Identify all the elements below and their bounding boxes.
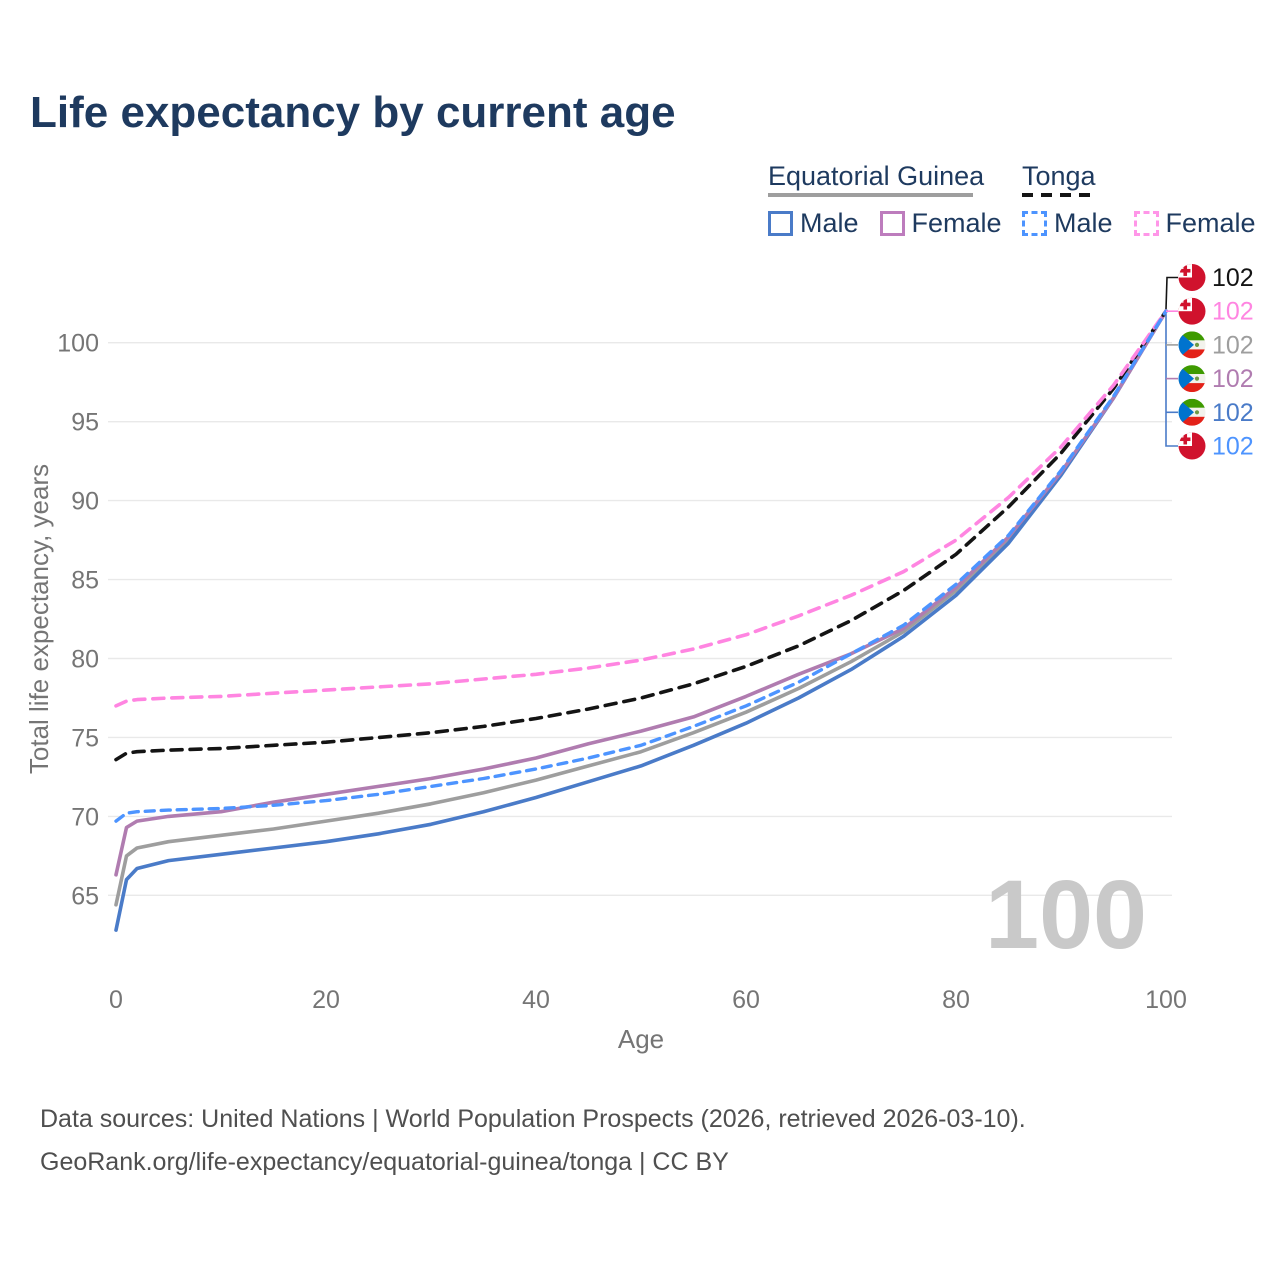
x-tick-label: 40: [522, 986, 550, 1014]
tonga-flag-icon: [1178, 264, 1206, 291]
x-axis-title: Age: [618, 1024, 664, 1054]
footer-data-sources: Data sources: United Nations | World Pop…: [40, 1105, 1026, 1133]
legend-group-equatorial-guinea: Equatorial Guinea Male Female: [768, 162, 1002, 239]
tonga-flag-icon: [1178, 432, 1206, 460]
legend-swatch-tonga-male[interactable]: [1022, 211, 1047, 236]
series-line-eg-male: [114, 309, 1168, 932]
page-title: Life expectancy by current age: [30, 88, 676, 137]
series-line-tonga-female: [114, 309, 1168, 708]
label-connector: [1165, 314, 1178, 447]
y-tick-label: 75: [71, 724, 99, 752]
equatorial-guinea-flag-icon: [1178, 331, 1206, 359]
label-connector: [1165, 276, 1178, 310]
equatorial-guinea-flag-icon: [1178, 398, 1206, 426]
end-value-label: 102: [1212, 399, 1254, 427]
y-tick-label: 80: [71, 646, 99, 674]
y-tick-label: 100: [57, 330, 99, 358]
legend-country-label[interactable]: Equatorial Guinea: [768, 161, 985, 191]
legend-item-label[interactable]: Female: [1165, 208, 1256, 238]
footer-attribution-link[interactable]: GeoRank.org/life-expectancy/equatorial-g…: [40, 1148, 729, 1176]
end-value-label: 102: [1212, 298, 1254, 326]
series-line-tonga-male: [114, 309, 1168, 823]
footer: Data sources: United Nations | World Pop…: [40, 1098, 1026, 1184]
y-tick-label: 70: [71, 803, 99, 831]
y-tick-label: 95: [71, 409, 99, 437]
legend-line-style-dashed: [1022, 193, 1092, 197]
x-tick-label: 80: [942, 986, 970, 1014]
y-tick-label: 85: [71, 567, 99, 595]
series-line-tonga-both: [114, 309, 1168, 762]
age-watermark: 100: [985, 860, 1147, 969]
series-line-eg-female: [114, 309, 1168, 877]
y-tick-label: 65: [71, 882, 99, 910]
end-value-label: 102: [1212, 331, 1254, 359]
end-value-label: 102: [1212, 433, 1254, 461]
y-axis-title: Total life expectancy, years: [24, 464, 54, 774]
equatorial-guinea-flag-icon: [1178, 365, 1206, 393]
legend-item-label[interactable]: Male: [1054, 208, 1113, 238]
x-tick-label: 60: [732, 986, 760, 1014]
x-tick-label: 20: [312, 986, 340, 1014]
legend-swatch-eg-female[interactable]: [879, 211, 905, 236]
tonga-flag-icon: [1178, 297, 1206, 325]
end-value-label: 102: [1212, 264, 1254, 292]
y-tick-label: 90: [71, 488, 99, 516]
x-tick-label: 0: [109, 986, 123, 1014]
legend-group-tonga: Tonga Male Female: [1022, 162, 1256, 239]
legend-country-label[interactable]: Tonga: [1022, 161, 1096, 191]
legend-item-label[interactable]: Female: [911, 208, 1002, 238]
legend-swatch-eg-male[interactable]: [768, 211, 793, 236]
series-line-eg-both: [114, 309, 1168, 907]
end-value-label: 102: [1212, 365, 1254, 393]
x-tick-label: 100: [1145, 986, 1187, 1014]
legend-line-style-solid: [768, 193, 973, 197]
legend-item-label[interactable]: Male: [800, 208, 859, 238]
legend-swatch-tonga-female[interactable]: [1133, 211, 1159, 236]
